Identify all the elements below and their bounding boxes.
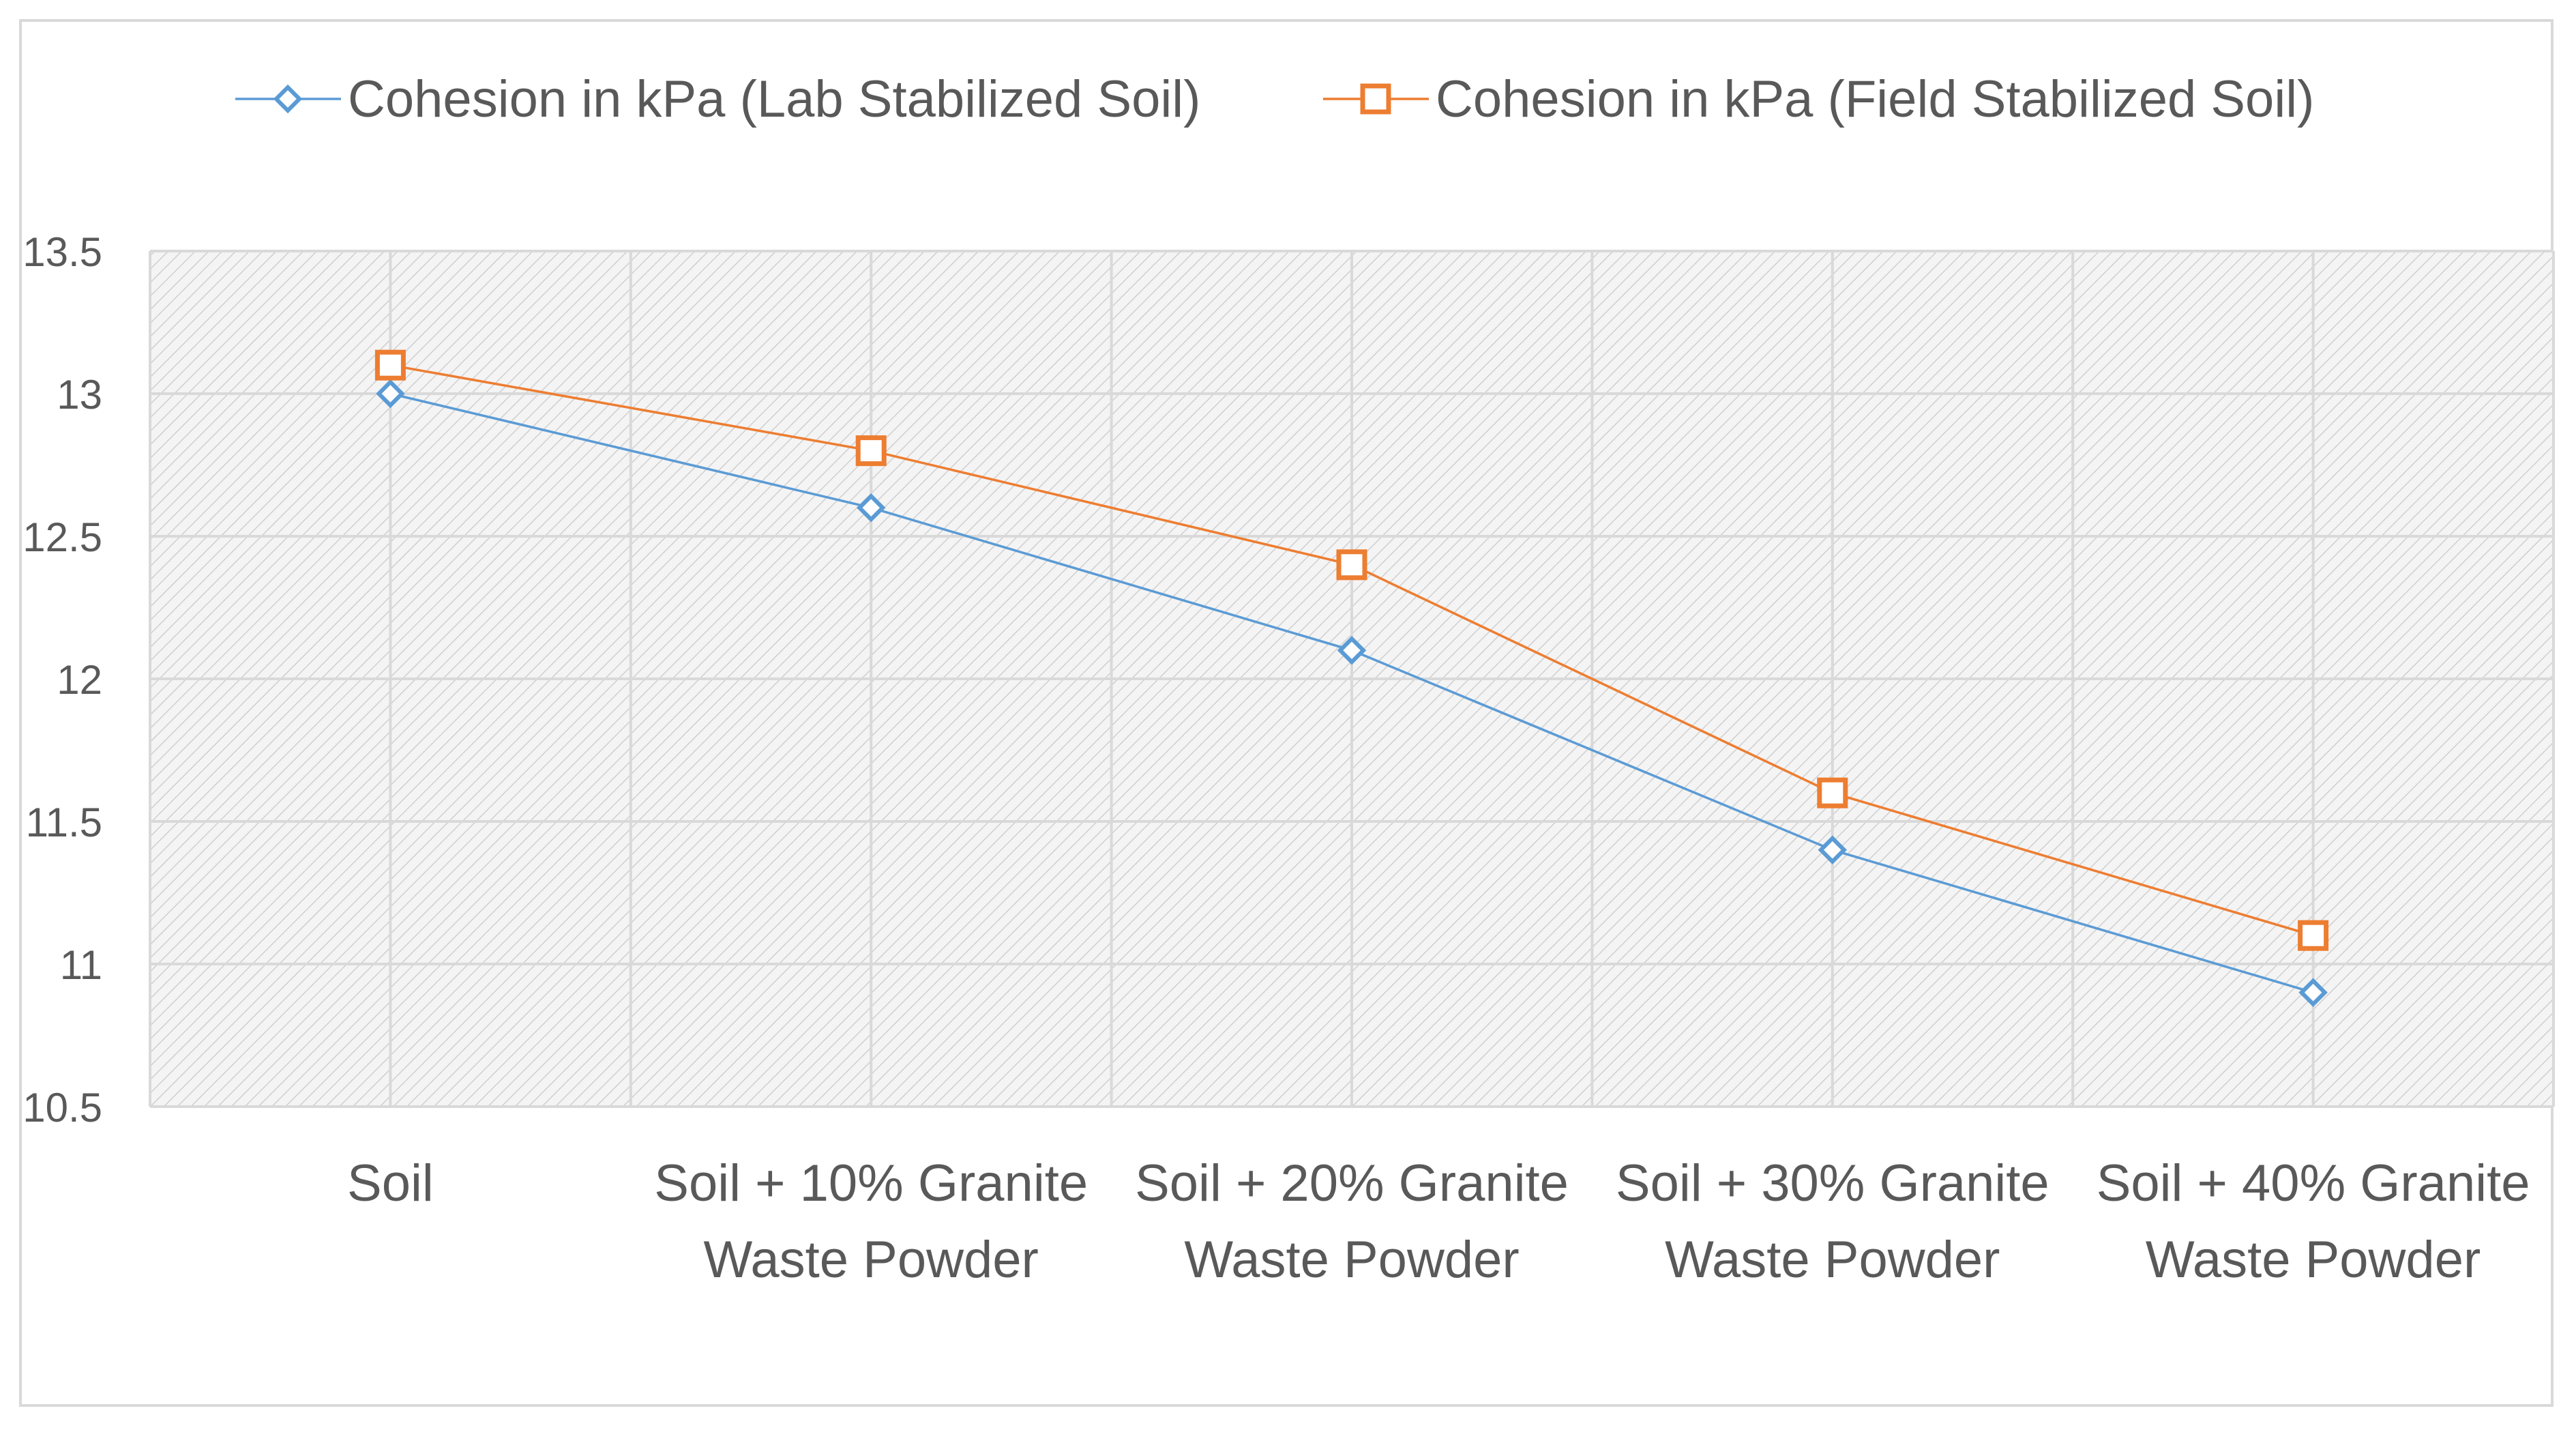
y-tick-label: 12: [57, 657, 102, 703]
x-tick-label: Soil + 30% Granite Waste Powder: [1616, 1154, 2049, 1289]
y-tick-label: 10.5: [23, 1085, 102, 1130]
data-point-marker: [856, 493, 886, 523]
y-axis: 13.5 13 12.5 12 11.5 11 10.5: [23, 229, 102, 1130]
series-layer: [374, 349, 2329, 1008]
grid-layer: [149, 250, 2555, 1108]
legend-label: Cohesion in kPa (Field Stabilized Soil): [1436, 70, 2314, 128]
x-tick-label: Soil + 40% Granite Waste Powder: [2097, 1154, 2530, 1289]
y-tick-label: 11.5: [26, 800, 102, 845]
data-point-marker: [1817, 777, 1848, 808]
x-tick-label: Soil + 20% Granite Waste Powder: [1135, 1154, 1569, 1289]
legend-item: Cohesion in kPa (Lab Stabilized Soil): [235, 70, 1200, 128]
y-tick-label: 13: [57, 372, 102, 418]
x-tick-label: Soil: [347, 1154, 434, 1212]
series-field: [374, 349, 2329, 951]
data-point-marker: [1336, 549, 1367, 581]
x-axis: Soil Soil + 10% Granite Waste Powder Soil +…: [347, 1154, 2530, 1289]
y-tick-label: 11: [60, 942, 102, 988]
data-point-marker: [855, 435, 887, 467]
data-point-marker: [376, 379, 405, 409]
legend-marker-icon: [1360, 83, 1391, 115]
data-point-marker: [374, 349, 406, 381]
data-point-marker: [1818, 835, 1848, 865]
y-tick-label: 13.5: [23, 229, 102, 275]
y-tick-label: 12.5: [23, 514, 102, 560]
legend-marker-icon: [273, 84, 303, 114]
x-tick-label: Soil + 10% Granite Waste Powder: [654, 1154, 1088, 1289]
data-point-marker: [1337, 635, 1367, 665]
series-lab: [376, 379, 2328, 1008]
legend: Cohesion in kPa (Lab Stabilized Soil) Coh…: [235, 70, 2314, 128]
data-point-marker: [2298, 920, 2329, 951]
legend-label: Cohesion in kPa (Lab Stabilized Soil): [348, 70, 1200, 128]
legend-item: Cohesion in kPa (Field Stabilized Soil): [1323, 70, 2314, 128]
data-point-marker: [2298, 978, 2328, 1008]
